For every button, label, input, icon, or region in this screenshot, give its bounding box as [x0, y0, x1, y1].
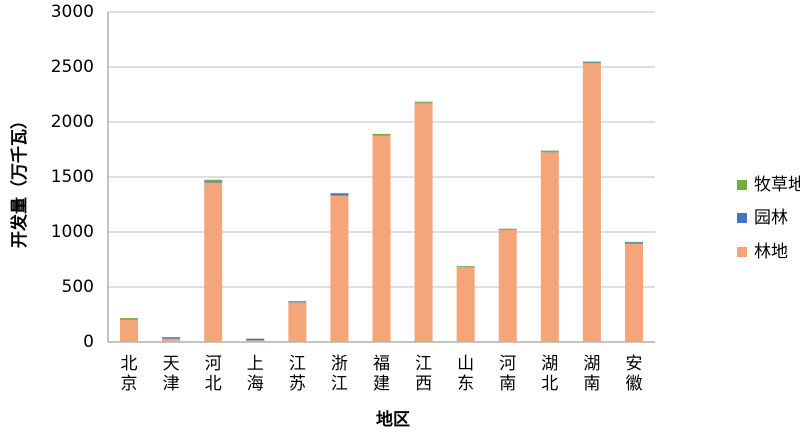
bar-segment [372, 133, 391, 136]
bar-segment [582, 61, 601, 63]
x-tick-label: 江西 [415, 354, 432, 394]
y-axis-title: 开发量（万千瓦） [9, 112, 30, 248]
x-tick-label: 湖北 [541, 354, 558, 394]
bar-segment [330, 192, 349, 195]
x-tick-label: 天津 [163, 354, 180, 394]
bar-segment [120, 318, 139, 320]
bar-segment [204, 179, 223, 182]
bar-segment [414, 103, 433, 342]
x-tick-label: 浙江 [331, 354, 348, 394]
bar-segment [414, 101, 433, 103]
legend-swatch [737, 180, 747, 190]
y-tick-label: 2000 [51, 112, 94, 132]
bar-segment [162, 338, 181, 342]
bar-segment [582, 62, 601, 64]
bar-segment [540, 152, 559, 342]
bar-segment [624, 242, 643, 244]
legend-label: 林地 [754, 242, 788, 262]
bar-segment [456, 266, 475, 267]
legend-label: 牧草地 [754, 175, 800, 195]
x-axis-title: 地区 [376, 409, 410, 430]
bar-segment [162, 337, 181, 339]
x-tick-label: 河北 [205, 354, 222, 394]
bar-segment [204, 182, 223, 342]
x-tick-label: 山东 [457, 354, 474, 394]
bar-segment [288, 301, 307, 303]
bar-segment [330, 195, 349, 342]
bar-segment [372, 135, 391, 136]
bar-segment [624, 243, 643, 342]
bar-segment [330, 194, 349, 196]
legend-label: 园林 [754, 208, 788, 228]
bar-segment [540, 151, 559, 153]
legend-swatch [737, 213, 747, 223]
bar-segment [120, 318, 139, 319]
bar-segment [246, 338, 265, 341]
x-tick-label: 江苏 [289, 354, 306, 394]
x-tick-label: 上海 [247, 354, 264, 394]
bar-segment [498, 229, 517, 342]
x-tick-label: 安徽 [625, 354, 642, 394]
legend-swatch [737, 247, 747, 257]
y-tick-label: 500 [62, 277, 94, 297]
y-tick-label: 3000 [51, 2, 94, 22]
bar-segment [120, 319, 139, 342]
y-tick-label: 2500 [51, 57, 94, 77]
bar-segment [288, 302, 307, 342]
bar-segment [456, 267, 475, 342]
bar-segment [582, 63, 601, 343]
bar-segment [414, 102, 433, 104]
bar-segment [288, 300, 307, 302]
bar-segment [246, 340, 265, 342]
x-tick-label: 河南 [499, 354, 516, 394]
bar-segment [540, 150, 559, 152]
bar-segment [498, 228, 517, 230]
y-tick-label: 1000 [51, 222, 94, 242]
bar-segment [372, 135, 391, 342]
x-tick-label: 福建 [373, 354, 390, 394]
x-tick-label: 北京 [121, 354, 138, 394]
y-tick-label: 0 [83, 332, 94, 352]
y-tick-label: 1500 [51, 167, 94, 187]
bar-segment [204, 181, 223, 183]
x-tick-label: 湖南 [583, 354, 600, 394]
bar-segment [624, 241, 643, 243]
